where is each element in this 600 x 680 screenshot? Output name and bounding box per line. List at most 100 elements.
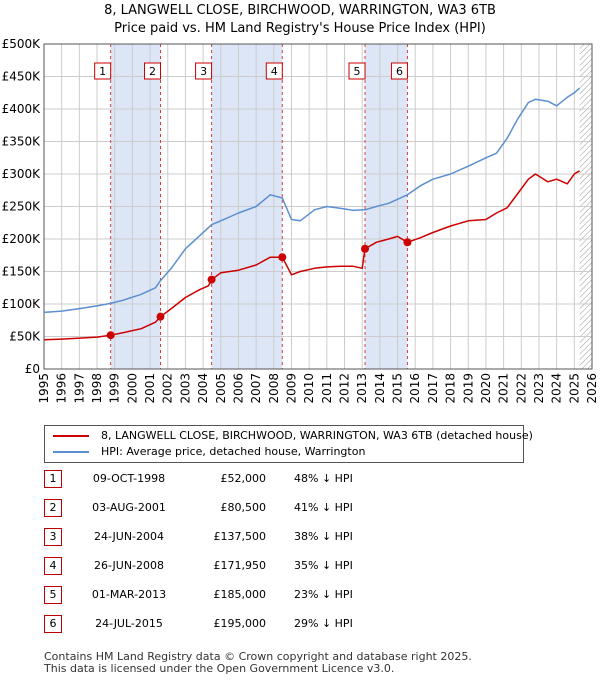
sale-point: [403, 238, 412, 247]
y-tick-label: £50K: [9, 330, 41, 344]
series-line-hpi: [43, 87, 581, 314]
y-tick-label: £150K: [2, 265, 42, 279]
sale-point: [207, 275, 216, 284]
footer: Contains HM Land Registry data © Crown c…: [44, 651, 472, 675]
sale-number-badge: 6: [44, 615, 62, 633]
sale-price: £137,500: [213, 530, 267, 543]
plot-frame: [43, 43, 593, 370]
sale-number-badge: 5: [44, 586, 62, 604]
sale-price: £171,950: [213, 559, 267, 572]
sale-marker-box: [348, 62, 366, 80]
sale-marker-box: [143, 62, 161, 80]
sale-marker-label: 1: [99, 65, 106, 78]
x-tick-label: 2020: [479, 373, 493, 404]
x-tick-label: 2012: [338, 373, 352, 404]
x-tick-label: 2007: [249, 373, 263, 404]
x-tick-label: 2011: [320, 373, 334, 404]
x-tick-label: 2025: [567, 373, 581, 404]
x-tick-label: 2026: [585, 373, 599, 404]
x-tick-label: 2018: [444, 373, 458, 404]
y-tick-label: £500K: [2, 37, 42, 51]
sale-hpi-diff: 29% ↓ HPI: [294, 617, 353, 630]
x-tick-label: 2002: [161, 373, 175, 404]
x-tick-label: 1999: [108, 373, 122, 404]
x-tick-label: 1995: [37, 373, 51, 404]
x-tick-label: 2010: [302, 373, 316, 404]
x-tick-label: 2003: [178, 373, 192, 404]
sale-number-badge: 4: [44, 557, 62, 575]
sale-number-badge: 3: [44, 528, 62, 546]
y-tick-label: £250K: [2, 200, 42, 214]
sale-price: £52,000: [220, 472, 267, 485]
sale-date: 09-OCT-1998: [92, 472, 166, 485]
x-tick-label: 2015: [391, 373, 405, 404]
y-tick-label: £100K: [2, 297, 42, 311]
sale-marker-box: [390, 62, 408, 80]
sale-marker-box: [94, 62, 112, 80]
sale-marker-label: 3: [200, 65, 207, 78]
x-tick-label: 2006: [231, 373, 245, 404]
sale-marker-label: 5: [354, 65, 361, 78]
sale-hpi-diff: 41% ↓ HPI: [294, 501, 353, 514]
y-tick-label: £350K: [2, 135, 42, 149]
sale-marker-label: 6: [396, 65, 403, 78]
sale-marker-box: [265, 62, 283, 80]
sale-marker-label: 2: [149, 65, 156, 78]
sale-marker-box: [195, 62, 213, 80]
sale-price: £185,000: [213, 588, 267, 601]
x-tick-label: 2000: [125, 373, 139, 404]
legend: 8, LANGWELL CLOSE, BIRCHWOOD, WARRINGTON…: [44, 425, 533, 463]
sale-row: 2 03-AUG-2001 £80,500 41% ↓ HPI: [44, 499, 464, 517]
y-tick-label: £300K: [2, 167, 42, 181]
x-tick-label: 2001: [143, 373, 157, 404]
sale-row: 1 09-OCT-1998 £52,000 48% ↓ HPI: [44, 470, 464, 488]
sale-marker-label: 4: [271, 65, 278, 78]
legend-swatch-hpi: [53, 451, 89, 453]
x-tick-label: 2021: [497, 373, 511, 404]
sale-hpi-diff: 38% ↓ HPI: [294, 530, 353, 543]
sale-date: 26-JUN-2008: [93, 559, 165, 572]
sale-price: £195,000: [213, 617, 267, 630]
sale-row: 6 24-JUL-2015 £195,000 29% ↓ HPI: [44, 615, 464, 633]
x-tick-label: 2005: [214, 373, 228, 404]
y-tick-label: £200K: [2, 232, 42, 246]
x-tick-label: 1997: [72, 373, 86, 404]
sale-row: 4 26-JUN-2008 £171,950 35% ↓ HPI: [44, 557, 464, 575]
sale-point: [106, 331, 115, 340]
x-tick-label: 1996: [55, 373, 69, 404]
chart-title: 8, LANGWELL CLOSE, BIRCHWOOD, WARRINGTON…: [0, 2, 600, 38]
sale-date: 03-AUG-2001: [92, 501, 166, 514]
x-tick-label: 2019: [461, 373, 475, 404]
footer-line1: Contains HM Land Registry data © Crown c…: [44, 650, 472, 663]
x-tick-label: 2023: [532, 373, 546, 404]
sale-hpi-diff: 23% ↓ HPI: [294, 588, 353, 601]
y-tick-label: £450K: [2, 70, 42, 84]
x-tick-label: 2013: [355, 373, 369, 404]
sale-number-badge: 1: [44, 470, 62, 488]
sale-point: [278, 253, 287, 262]
x-tick-label: 2024: [550, 373, 564, 404]
x-tick-label: 2022: [514, 373, 528, 404]
x-tick-label: 2014: [373, 373, 387, 404]
sale-date: 24-JUN-2004: [93, 530, 165, 543]
legend-swatch-property: [53, 435, 89, 437]
x-tick-label: 2009: [284, 373, 298, 404]
y-tick-label: £0: [25, 362, 40, 376]
legend-label-hpi: HPI: Average price, detached house, Warr…: [101, 445, 366, 458]
sale-number-badge: 2: [44, 499, 62, 517]
sale-row: 5 01-MAR-2013 £185,000 23% ↓ HPI: [44, 586, 464, 604]
sale-point: [361, 244, 370, 253]
sale-date: 01-MAR-2013: [91, 588, 167, 601]
sale-point: [156, 312, 165, 321]
x-tick-label: 2004: [196, 373, 210, 404]
x-tick-label: 2016: [408, 373, 422, 404]
sale-price: £80,500: [220, 501, 267, 514]
sale-date: 24-JUL-2015: [95, 617, 163, 630]
legend-label-property: 8, LANGWELL CLOSE, BIRCHWOOD, WARRINGTON…: [101, 429, 533, 442]
x-tick-label: 2008: [267, 373, 281, 404]
sale-hpi-diff: 48% ↓ HPI: [294, 472, 353, 485]
price-chart: 1 2 3 4 5 6 £0 £50K £100K £150K £200K £250K £300K £35…: [2, 37, 599, 404]
sale-row: 3 24-JUN-2004 £137,500 38% ↓ HPI: [44, 528, 464, 546]
x-tick-label: 1998: [90, 373, 104, 404]
x-tick-label: 2017: [426, 373, 440, 404]
